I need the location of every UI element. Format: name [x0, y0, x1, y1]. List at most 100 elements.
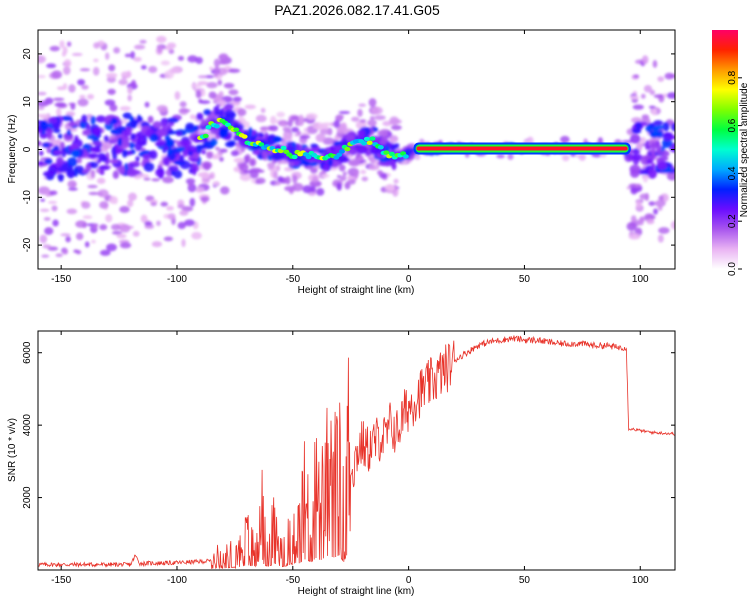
spectrogram-cell — [214, 110, 222, 116]
spectrogram-cell — [98, 165, 111, 171]
snr-frame — [37, 330, 676, 571]
spectrogram-cell — [652, 60, 658, 68]
spectrogram-cell — [62, 115, 73, 122]
spectrogram-cell — [322, 137, 335, 145]
spectrogram-cell — [357, 156, 364, 162]
spectrogram-cell — [86, 123, 91, 131]
spectrogram-cell — [51, 205, 58, 212]
spectrogram-cell — [156, 220, 161, 227]
spectrogram-cell — [298, 114, 304, 122]
snr-panel: -150 -100 -50 0 50 100 2000 4000 6000 Height of… — [7, 330, 676, 597]
spectrogram-cell — [92, 223, 98, 229]
spectrogram-cell — [200, 118, 206, 128]
spectrogram-ridge-cell — [400, 151, 407, 156]
spectrogram-cell — [168, 165, 179, 172]
spectrogram-cell — [244, 104, 256, 110]
spectrogram-ridge-cell — [233, 127, 240, 132]
spectrogram-cell — [121, 149, 128, 158]
spectrogram-cell — [632, 154, 644, 161]
spectrogram-cell — [162, 147, 167, 154]
spectrogram-cell — [76, 157, 82, 164]
spectrogram-y-label: Frequency (Hz) — [7, 115, 18, 184]
colorbar-label: Normalized spectral amplitude — [739, 82, 750, 217]
snr-ytick-label: 4000 — [22, 414, 33, 437]
spectrogram-cell — [305, 113, 318, 120]
spectrogram-cell — [167, 147, 173, 156]
spectrogram-cell — [150, 201, 157, 207]
spectrogram-cell — [309, 180, 322, 187]
spectrogram-cell — [62, 82, 68, 90]
spectrogram-cell — [312, 175, 319, 183]
spectrogram-cell — [119, 106, 131, 111]
spectrogram-cell — [46, 147, 52, 154]
spectrogram-cell — [321, 122, 332, 126]
spectrogram-cell — [377, 129, 389, 137]
spectrogram-cell — [367, 119, 377, 127]
spectrogram-cell — [361, 176, 369, 182]
spectrogram-cell — [38, 140, 42, 147]
spectrogram-cell — [133, 44, 146, 50]
spectrogram-cell — [147, 115, 154, 124]
spectrogram-cell — [358, 103, 367, 107]
spectrogram-cell — [57, 133, 63, 140]
spectrogram-cell — [95, 115, 107, 123]
spectrogram-cell — [105, 214, 113, 223]
spectrogram-cell — [368, 164, 380, 171]
spectrogram-cell — [635, 200, 642, 209]
spectrogram-cell — [272, 136, 284, 143]
spectrogram-cell — [185, 178, 196, 185]
spectrogram-cell — [277, 176, 284, 183]
snr-y-label: SNR (10 * v/v) — [7, 418, 18, 482]
snr-xtick-label: 50 — [519, 575, 531, 586]
spectrogram-marks — [38, 35, 675, 258]
spectrogram-cell — [127, 199, 134, 208]
spectrogram-cell — [148, 66, 158, 74]
spectrogram-cell — [161, 122, 167, 131]
spectrogram-cell — [49, 190, 58, 196]
snr-ytick-label: 6000 — [22, 341, 33, 364]
colorbar-tick-label: 0.0 — [727, 262, 738, 276]
spectrogram-cell — [149, 133, 159, 142]
spectrogram-cell — [192, 165, 197, 176]
spectrogram-cell — [211, 153, 222, 160]
spectrogram-cell — [97, 189, 109, 198]
spectrogram-cell — [105, 52, 110, 60]
spectrogram-ridge-cell — [213, 123, 220, 129]
spectrogram-cell — [66, 208, 78, 215]
spectrogram-cell — [225, 141, 235, 148]
spectrogram-cell — [303, 128, 308, 132]
spectrogram-cell — [507, 153, 514, 160]
spectrogram-cell — [338, 164, 346, 172]
spectrogram-ytick-label: -10 — [22, 190, 33, 205]
spectrogram-cell — [176, 146, 186, 152]
spectrogram-cell — [122, 112, 132, 120]
spectrogram-cell — [168, 67, 180, 74]
spectrogram-cell — [668, 135, 675, 140]
spectrogram-cell — [275, 165, 281, 172]
spectrogram-cell — [648, 105, 656, 109]
spectrogram-cell — [321, 173, 330, 178]
spectrogram-cell — [179, 210, 189, 216]
spectrogram-cell — [155, 168, 165, 177]
spectrogram-cell — [670, 220, 675, 230]
spectrogram-cell — [213, 73, 219, 78]
spectrogram-cell — [77, 79, 86, 86]
spectrogram-cell — [663, 93, 668, 98]
spectrogram-cell — [269, 125, 279, 132]
spectrogram-cell — [238, 137, 246, 147]
spectrogram-cell — [653, 94, 665, 99]
spectrogram-cell — [646, 158, 653, 164]
spectrogram-cell — [156, 104, 168, 113]
spectrogram-cell — [187, 181, 193, 188]
spectrogram-cell — [44, 158, 53, 165]
spectrogram-cell — [657, 161, 668, 171]
spectrogram-cell — [41, 254, 50, 258]
spectrogram-cell — [163, 236, 174, 242]
spectrogram-cell — [632, 104, 644, 110]
spectrogram-cell — [662, 121, 670, 132]
spectrogram-cell — [71, 149, 80, 158]
spectrogram-ridge-cell — [258, 142, 265, 147]
spectrogram-cell — [189, 114, 196, 120]
spectrogram-cell — [52, 150, 64, 155]
spectrogram-cell — [274, 181, 282, 186]
